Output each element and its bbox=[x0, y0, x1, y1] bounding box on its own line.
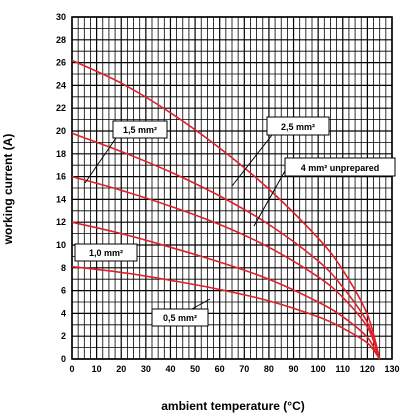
y-tick-label: 2 bbox=[61, 331, 66, 341]
series-line-2 bbox=[71, 175, 381, 360]
y-tick-label: 4 bbox=[61, 308, 66, 318]
callout-leader-line bbox=[191, 298, 211, 310]
callout-leader-line bbox=[253, 170, 286, 227]
x-tick-label: 90 bbox=[289, 364, 299, 374]
series-line-1 bbox=[71, 221, 381, 360]
x-tick-label: 10 bbox=[92, 364, 102, 374]
x-tick-label: 30 bbox=[141, 364, 151, 374]
x-tick-label: 100 bbox=[311, 364, 326, 374]
y-axis-title: working current (A) bbox=[1, 134, 15, 246]
series-label: 4 mm² unprepared bbox=[301, 163, 380, 173]
callout-box bbox=[284, 157, 396, 177]
callout-leader-line bbox=[231, 134, 273, 187]
x-tick-label: 50 bbox=[190, 364, 200, 374]
x-tick-label: 110 bbox=[336, 364, 351, 374]
callout-leader-line bbox=[84, 137, 117, 184]
axis-ticks: 0 10 20 30 40 50 60 70 80 90 100 110 120 130024681012… bbox=[56, 12, 400, 374]
x-tick-label: 0 bbox=[69, 364, 74, 374]
series-line-0 bbox=[71, 265, 381, 360]
series-line-4 bbox=[71, 59, 381, 360]
y-tick-label: 12 bbox=[56, 217, 66, 227]
x-tick-label: 130 bbox=[384, 364, 399, 374]
grid bbox=[71, 16, 393, 360]
series-line-3 bbox=[71, 132, 381, 360]
plot-frame bbox=[71, 16, 393, 360]
callout-box bbox=[266, 116, 330, 136]
x-tick-label: 70 bbox=[239, 364, 249, 374]
y-tick-label: 6 bbox=[61, 286, 66, 296]
y-tick-label: 28 bbox=[56, 35, 66, 45]
series-label: 1,5 mm² bbox=[123, 125, 157, 135]
y-tick-label: 8 bbox=[61, 263, 66, 273]
callout-box bbox=[151, 308, 209, 327]
series-label: 0,5 mm² bbox=[163, 313, 197, 323]
y-tick-label: 20 bbox=[56, 126, 66, 136]
y-tick-label: 22 bbox=[56, 103, 66, 113]
series-lines bbox=[71, 59, 381, 360]
series-label: 1,0 mm² bbox=[89, 248, 123, 258]
x-tick-label: 60 bbox=[215, 364, 225, 374]
y-tick-label: 10 bbox=[56, 240, 66, 250]
y-tick-label: 14 bbox=[56, 194, 66, 204]
x-tick-label: 40 bbox=[165, 364, 175, 374]
x-tick-label: 80 bbox=[264, 364, 274, 374]
y-tick-label: 30 bbox=[56, 12, 66, 22]
x-axis-title: ambient temperature (°C) bbox=[161, 399, 305, 413]
series-callouts: 1,5 mm² 2,5 mm² 4 mm² unprepared 1,0 mm² 0,5… bbox=[74, 116, 396, 327]
y-tick-label: 18 bbox=[56, 149, 66, 159]
y-tick-label: 0 bbox=[61, 354, 66, 364]
x-tick-label: 120 bbox=[360, 364, 375, 374]
y-tick-label: 24 bbox=[56, 80, 66, 90]
y-tick-label: 26 bbox=[56, 58, 66, 68]
y-tick-label: 16 bbox=[56, 172, 66, 182]
callout-box bbox=[74, 243, 138, 262]
callout-box bbox=[112, 120, 168, 139]
x-tick-label: 20 bbox=[116, 364, 126, 374]
series-label: 2,5 mm² bbox=[281, 122, 315, 132]
